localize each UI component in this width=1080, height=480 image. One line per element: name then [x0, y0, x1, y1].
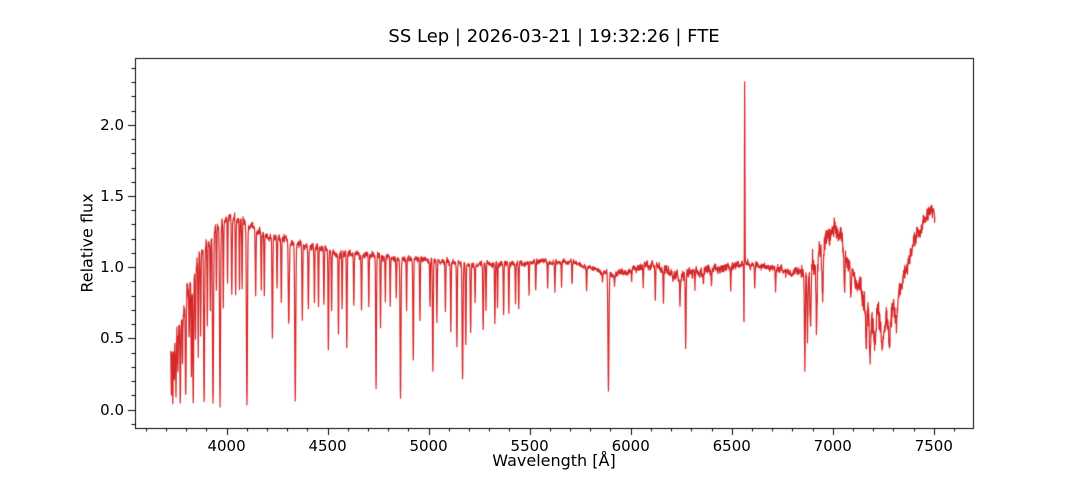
x-tick-label: 5500 — [510, 437, 549, 455]
x-tick-label: 4500 — [308, 437, 347, 455]
x-tick-label: 5000 — [409, 437, 448, 455]
x-tick-label: 6000 — [611, 437, 650, 455]
y-tick-label: 1.0 — [100, 258, 124, 277]
y-tick-label: 0.5 — [100, 329, 124, 348]
y-tick-label: 0.0 — [100, 400, 124, 419]
y-tick-label: 1.5 — [100, 187, 124, 206]
x-tick-label: 7500 — [914, 437, 953, 455]
x-tick-label: 4000 — [207, 437, 246, 455]
plot-title: SS Lep | 2026-03-21 | 19:32:26 | FTE — [388, 26, 720, 47]
x-axis-label: Wavelength [Å] — [492, 451, 616, 470]
x-tick-label: 7000 — [813, 437, 852, 455]
x-tick-label: 6500 — [712, 437, 751, 455]
y-axis-label: Relative flux — [77, 193, 97, 293]
y-tick-label: 2.0 — [100, 115, 124, 134]
